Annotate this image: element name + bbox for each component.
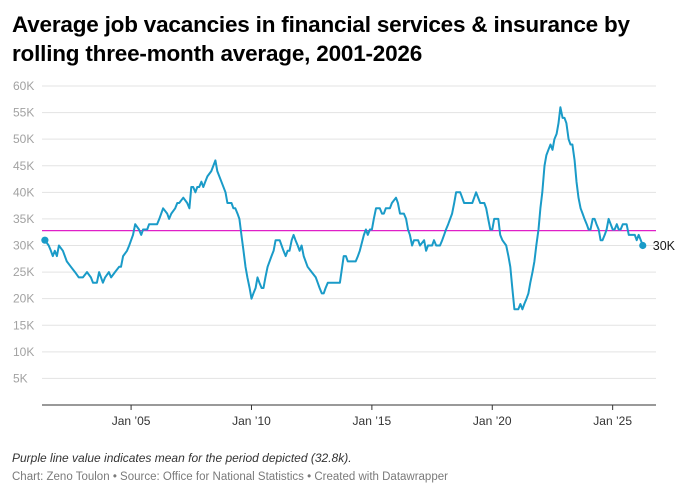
y-tick-label: 25K [13,265,34,279]
x-tick-label: Jan ’20 [473,414,512,428]
y-tick-label: 10K [13,345,34,359]
y-tick-label: 35K [13,212,34,226]
footer-tool: Created with Datawrapper [314,471,448,483]
footer-separator: • [307,471,312,483]
y-tick-label: 60K [13,79,34,93]
footer-source: Source: Office for National Statistics [120,471,304,483]
x-tick-label: Jan ’15 [353,414,392,428]
series-start-marker [41,236,49,244]
line-chart: 5K 10K 15K 20K 25K 30K 35K 40K 45K 50K 55K 60K Jan … [13,79,676,428]
y-tick-label: 5K [13,371,28,385]
y-tick-label: 20K [13,292,34,306]
chart-title: Average job vacancies in financial servi… [12,12,630,66]
y-tick-label: 15K [13,318,34,332]
x-tick-label: Jan ’25 [593,414,632,428]
vacancies-series-line [43,106,644,311]
y-tick-label: 40K [13,185,34,199]
footer-chart-by: Chart: Zeno Toulon [12,471,110,483]
x-axis-tick-labels: Jan ’05 Jan ’10 Jan ’15 Jan ’20 Jan ’25 [112,414,633,428]
series-end-marker [639,241,647,250]
y-tick-label: 45K [13,159,34,173]
y-tick-label: 55K [13,106,34,120]
footer-separator: • [112,471,117,483]
series-end-markers [41,236,647,250]
y-tick-label: 50K [13,132,34,146]
x-axis-ticks [130,405,614,410]
y-axis-tick-labels: 5K 10K 15K 20K 25K 30K 35K 40K 45K 50K 55K 60K [13,79,34,385]
chart-footer: Chart: Zeno Toulon • Source: Office for … [12,469,448,485]
x-tick-label: Jan ’10 [232,414,271,428]
y-tick-label: 30K [13,239,34,253]
x-tick-label: Jan ’05 [112,414,151,428]
y-gridlines [42,85,656,379]
end-value-label: 30K [653,239,676,253]
chart-notes: Purple line value indicates mean for the… [12,451,352,465]
